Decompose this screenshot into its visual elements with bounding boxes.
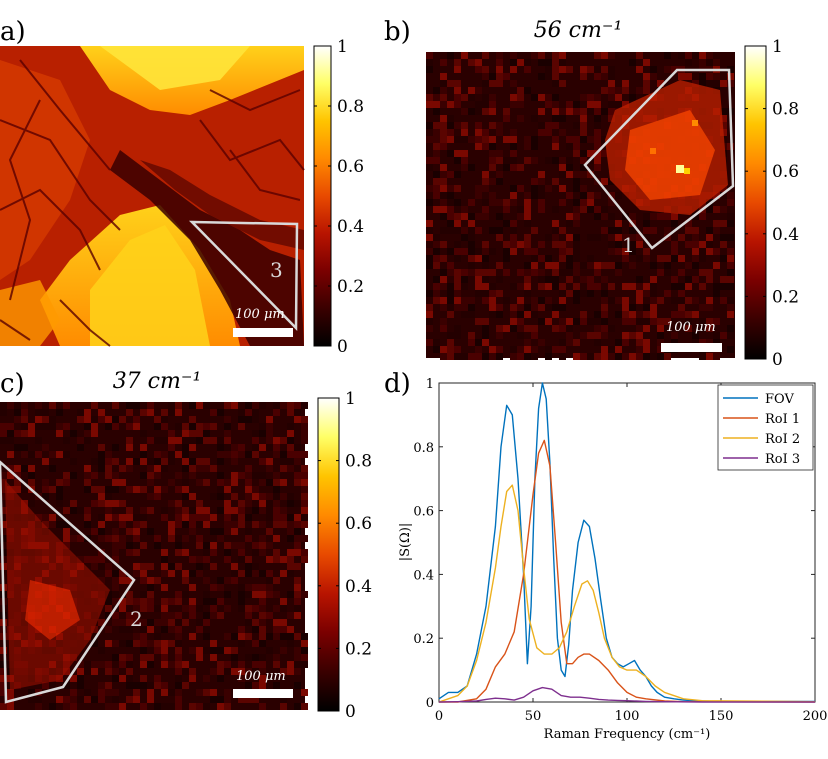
panel-b-heatmap: 1 100 μm: [426, 52, 735, 360]
roi-3-outline: [188, 220, 299, 332]
panel-d-letter: d): [384, 369, 411, 399]
panel-a-heatmap: 3 100 μm: [0, 46, 305, 347]
x-tick-label: 50: [525, 709, 542, 724]
y-tick-label: 0.2: [413, 632, 434, 647]
legend-label: RoI 3: [765, 452, 800, 467]
colorbar-tick-label: 0.6: [345, 514, 372, 534]
legend: FOV RoI 1 RoI 2 RoI 3: [717, 384, 814, 471]
colorbar-tick-label: 0.6: [772, 162, 799, 182]
panel-c-letter: c): [0, 369, 25, 399]
line-chart: 0 50 100 150 200 0 0.2 0.4 0.6 0.8 1 Raman Frequen…: [398, 377, 827, 742]
y-tick-label: 0.8: [413, 441, 434, 456]
panel-d: d) 0 50 100 150 200 0 0.2 0.4 0.6 0.8 1 Raman Freq…: [384, 369, 827, 742]
colorbar-tick-label: 0: [337, 337, 348, 357]
x-axis-label: Raman Frequency (cm⁻¹): [544, 727, 711, 742]
x-tick-label: 0: [435, 709, 443, 724]
colorbar-tick-label: 0.4: [345, 577, 372, 597]
x-tick-label: 200: [803, 709, 828, 724]
colorbar-tick-label: 0.4: [337, 217, 364, 237]
series-line-roi-3: [438, 686, 815, 703]
panel-b-colorbar: 0 0.2 0.4 0.6 0.8 1: [744, 37, 799, 370]
y-tick-label: 0.6: [413, 505, 434, 520]
series-line-roi-1: [439, 439, 816, 703]
legend-label: RoI 1: [765, 412, 800, 427]
y-tick-label: 0.4: [413, 568, 434, 583]
colorbar-tick-label: 0.2: [772, 287, 799, 307]
roi-2-outline: [0, 460, 136, 704]
panel-c: c) 37 cm⁻¹ 2 100 μm 0 0.2 0.4 0.6 0.8 1: [0, 369, 372, 722]
colorbar-tick-label: 0.2: [337, 277, 364, 297]
panel-c-heatmap: 2 100 μm: [0, 402, 308, 710]
roi-1-outline: [583, 68, 735, 250]
roi-3-label: 3: [270, 258, 283, 282]
panel-c-scalebar-label: 100 μm: [236, 669, 286, 684]
legend-box: [717, 384, 814, 471]
panel-b-scalebar: [661, 343, 722, 352]
legend-label: FOV: [765, 392, 794, 407]
legend-label: RoI 2: [765, 432, 800, 447]
panel-a-colorbar: 0 0.2 0.4 0.6 0.8 1: [313, 37, 364, 357]
panel-a-scalebar: [233, 328, 293, 337]
colorbar-tick-label: 0.6: [337, 157, 364, 177]
x-tick-label: 100: [615, 709, 640, 724]
panel-a-letter: a): [0, 17, 26, 47]
y-tick-label: 0: [426, 696, 434, 711]
panel-c-scalebar: [233, 689, 293, 698]
roi-2-label: 2: [130, 607, 143, 631]
colorbar-tick-label: 0.8: [337, 97, 364, 117]
roi-1-label: 1: [622, 233, 635, 257]
colorbar-tick-label: 1: [772, 37, 783, 57]
colorbar-tick-label: 0.8: [772, 100, 799, 120]
colorbar-tick-label: 0: [772, 350, 783, 370]
colorbar-tick-label: 0.4: [772, 225, 799, 245]
y-axis-label: |S(Ω)|: [398, 523, 413, 562]
colorbar-tick-label: 1: [345, 389, 356, 409]
series-line-roi-2: [438, 484, 816, 703]
panel-b-letter: b): [384, 17, 411, 47]
panel-c-title: 37 cm⁻¹: [113, 369, 202, 394]
panel-a-scalebar-label: 100 μm: [235, 307, 285, 322]
colorbar-tick-label: 0.2: [345, 639, 372, 659]
colorbar-tick-label: 0.8: [345, 452, 372, 472]
y-tick-label: 1: [426, 377, 434, 392]
colorbar-tick-label: 0: [345, 702, 356, 722]
x-tick-label: 150: [709, 709, 734, 724]
panel-b-scalebar-label: 100 μm: [666, 320, 716, 335]
panel-b-title: 56 cm⁻¹: [534, 18, 623, 43]
panel-a: a): [0, 17, 364, 357]
panel-c-colorbar: 0 0.2 0.4 0.6 0.8 1: [317, 389, 372, 722]
colorbar-tick-label: 1: [337, 37, 348, 57]
panel-b: b) 56 cm⁻¹ 1 100 μm 0 0.2 0.4 0.6 0.8 1: [384, 17, 799, 370]
